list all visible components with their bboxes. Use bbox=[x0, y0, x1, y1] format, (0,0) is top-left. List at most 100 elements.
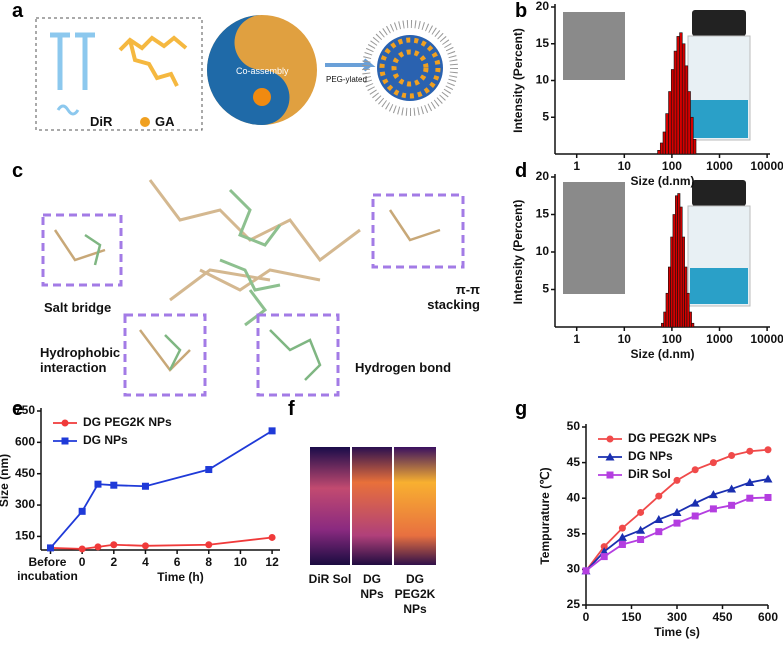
marker bbox=[268, 427, 276, 435]
scheme-label: Co-assembly bbox=[236, 66, 289, 76]
ga-molecule bbox=[118, 35, 188, 87]
y-tick-label: 45 bbox=[567, 455, 581, 469]
bar bbox=[668, 266, 671, 328]
marker bbox=[582, 567, 590, 575]
tem-image bbox=[563, 182, 625, 294]
y-tick-label: 150 bbox=[15, 529, 35, 543]
bar bbox=[672, 214, 676, 328]
marker bbox=[61, 437, 69, 445]
marker bbox=[78, 507, 86, 515]
y-tick-label: 25 bbox=[567, 597, 581, 611]
bar bbox=[665, 113, 669, 155]
bar bbox=[681, 236, 685, 328]
marker bbox=[636, 525, 646, 534]
y-tick-label: 300 bbox=[15, 497, 35, 511]
marker bbox=[110, 481, 118, 489]
scheme-label: PEG-ylated bbox=[326, 75, 367, 84]
marker bbox=[655, 492, 663, 500]
panel-label: f bbox=[288, 398, 295, 420]
x-axis-label: Time (s) bbox=[654, 625, 700, 639]
y-tick-label: 20 bbox=[536, 0, 550, 13]
nanoparticle bbox=[362, 20, 458, 116]
bar bbox=[668, 91, 672, 155]
bar bbox=[676, 36, 680, 155]
y-tick-label: 5 bbox=[542, 109, 549, 123]
x-tick-label: 600 bbox=[758, 610, 778, 624]
sample-label: DG PEG2K NPs bbox=[394, 572, 436, 616]
bar bbox=[675, 195, 678, 328]
bar bbox=[684, 65, 689, 155]
ga-icon bbox=[140, 117, 150, 127]
y-axis-label: Intensity (Percent) bbox=[511, 200, 525, 305]
marker bbox=[110, 541, 118, 549]
marker bbox=[617, 532, 627, 541]
y-tick-label: 15 bbox=[536, 207, 550, 221]
marker bbox=[600, 543, 608, 551]
marker bbox=[618, 540, 626, 548]
marker bbox=[637, 535, 645, 543]
marker bbox=[728, 451, 736, 459]
marker bbox=[691, 466, 699, 474]
x-tick-label: 450 bbox=[712, 610, 732, 624]
y-tick-label: 50 bbox=[567, 419, 581, 433]
marker bbox=[673, 519, 681, 527]
bar bbox=[670, 236, 674, 328]
x-tick-label: 8 bbox=[205, 555, 212, 569]
y-tick-label: 450 bbox=[15, 466, 35, 480]
interaction-label: Hydrophobic interaction bbox=[40, 345, 121, 375]
marker bbox=[709, 459, 717, 467]
marker bbox=[205, 541, 213, 549]
bar bbox=[673, 50, 678, 155]
marker bbox=[46, 544, 54, 552]
marker bbox=[746, 447, 754, 455]
marker bbox=[763, 474, 773, 483]
scheme-label: DiR bbox=[90, 114, 113, 129]
scheme-label: GA bbox=[155, 114, 175, 129]
marker bbox=[746, 494, 754, 502]
y-tick-label: 40 bbox=[567, 490, 581, 504]
marker bbox=[618, 524, 626, 532]
vial bbox=[687, 10, 751, 141]
bar bbox=[691, 322, 695, 328]
marker bbox=[141, 542, 149, 550]
panel-label: b bbox=[515, 0, 528, 22]
marker bbox=[78, 545, 86, 553]
x-tick-label: 1000 bbox=[706, 159, 733, 173]
x-tick-label: 10 bbox=[618, 332, 632, 346]
x-tick-label: 100 bbox=[662, 159, 682, 173]
y-axis-label: Tempurature (℃) bbox=[538, 467, 552, 564]
y-axis-label: Intensity (Percent) bbox=[511, 28, 525, 133]
bar bbox=[686, 292, 690, 328]
vial bbox=[687, 180, 751, 307]
bar bbox=[677, 193, 681, 328]
legend-label: DG PEG2K NPs bbox=[83, 415, 172, 429]
thermal-image bbox=[394, 447, 436, 565]
dir-icon bbox=[56, 104, 80, 116]
y-tick-label: 10 bbox=[536, 73, 550, 87]
bar bbox=[659, 142, 664, 155]
bar bbox=[657, 150, 661, 155]
y-tick-label: 35 bbox=[567, 526, 581, 540]
marker bbox=[605, 452, 615, 461]
bar bbox=[661, 322, 664, 328]
marker bbox=[727, 484, 737, 493]
marker bbox=[691, 512, 699, 520]
marker bbox=[141, 482, 149, 490]
thermal-image bbox=[352, 447, 392, 565]
marker bbox=[94, 480, 102, 488]
marker bbox=[673, 476, 681, 484]
marker bbox=[764, 446, 772, 454]
bar bbox=[679, 32, 683, 155]
x-tick-label: 10000 bbox=[750, 159, 783, 173]
bar bbox=[690, 116, 694, 155]
marker bbox=[606, 471, 614, 479]
marker bbox=[606, 435, 614, 443]
bar bbox=[689, 311, 692, 328]
marker bbox=[764, 493, 772, 501]
x-tick-label: 0 bbox=[79, 555, 86, 569]
y-tick-label: 750 bbox=[15, 403, 35, 417]
zoom-contents bbox=[53, 209, 441, 381]
marker bbox=[637, 508, 645, 516]
molecular-model bbox=[148, 179, 361, 327]
